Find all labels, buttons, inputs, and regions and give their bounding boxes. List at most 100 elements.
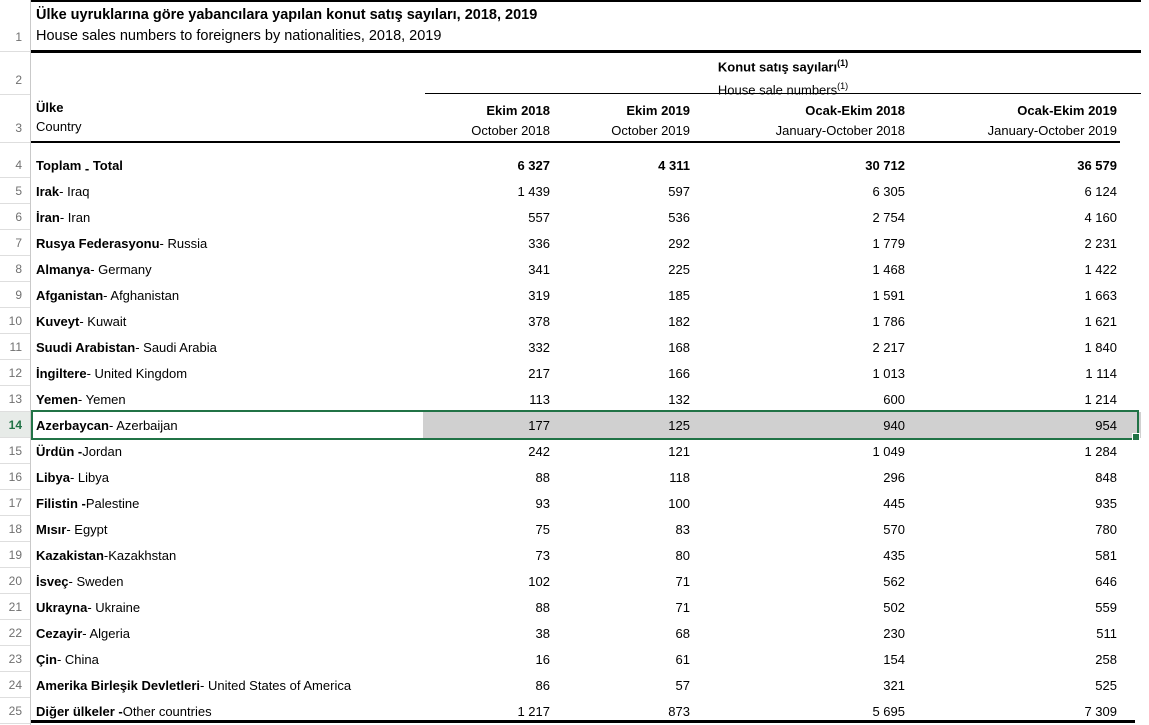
value-cell[interactable]: 88 <box>535 599 550 615</box>
value-cell[interactable]: 557 <box>528 209 550 225</box>
country-cell[interactable]: Irak - Iraq <box>36 183 90 199</box>
value-cell[interactable]: 4 311 <box>658 157 690 173</box>
value-cell[interactable]: 341 <box>528 261 550 277</box>
value-cell[interactable]: 1 013 <box>872 365 905 381</box>
value-cell[interactable]: 185 <box>668 287 690 303</box>
value-cell[interactable]: 113 <box>529 391 550 407</box>
column-header-janoct2018[interactable]: Ocak-Ekim 2018 January-October 2018 <box>700 101 915 141</box>
value-cell[interactable]: 2 217 <box>872 339 905 355</box>
value-cell[interactable]: 321 <box>883 677 905 693</box>
value-cell[interactable]: 182 <box>668 313 690 329</box>
value-cell[interactable]: 217 <box>528 365 550 381</box>
country-cell[interactable]: Afganistan - Afghanistan <box>36 287 180 303</box>
value-cell[interactable]: 71 <box>675 599 690 615</box>
value-cell[interactable]: 1 049 <box>872 443 905 459</box>
value-cell[interactable]: 242 <box>528 443 550 459</box>
row-number[interactable]: 7 <box>0 230 30 256</box>
value-cell[interactable]: 646 <box>1095 573 1117 589</box>
value-cell[interactable]: 1 284 <box>1084 443 1117 459</box>
value-cell[interactable]: 88 <box>535 469 550 485</box>
value-cell[interactable]: 378 <box>528 313 550 329</box>
country-cell[interactable]: Diğer ülkeler - Other countries <box>36 703 212 719</box>
value-cell[interactable]: 83 <box>675 521 690 537</box>
country-cell[interactable]: Yemen - Yemen <box>36 391 126 407</box>
value-cell[interactable]: 57 <box>675 677 690 693</box>
column-header-oct2018[interactable]: Ekim 2018 October 2018 <box>423 101 560 141</box>
value-cell[interactable]: 80 <box>675 547 690 563</box>
value-cell[interactable]: 559 <box>1095 599 1117 615</box>
value-cell[interactable]: 502 <box>883 599 905 615</box>
country-column-header[interactable]: Ülke Country <box>36 98 82 136</box>
value-cell[interactable]: 68 <box>675 625 690 641</box>
row-number[interactable]: 14 <box>0 412 30 438</box>
value-cell[interactable]: 38 <box>535 625 550 641</box>
value-cell[interactable]: 6 124 <box>1084 183 1117 199</box>
value-cell[interactable]: 168 <box>668 339 690 355</box>
value-cell[interactable]: 86 <box>535 677 550 693</box>
value-cell[interactable]: 16 <box>535 651 550 667</box>
country-cell[interactable]: Ukrayna - Ukraine <box>36 599 141 615</box>
value-cell[interactable]: 118 <box>669 469 690 485</box>
value-cell[interactable]: 2 231 <box>1084 235 1117 251</box>
country-cell[interactable]: Filistin - Palestine <box>36 495 140 511</box>
value-cell[interactable]: 177 <box>423 412 560 438</box>
value-cell[interactable]: 125 <box>560 412 700 438</box>
row-number[interactable]: 10 <box>0 308 30 334</box>
country-cell[interactable]: Almanya - Germany <box>36 261 152 277</box>
value-cell[interactable]: 30 712 <box>865 157 905 173</box>
value-cell[interactable]: 1 217 <box>517 703 550 719</box>
value-cell[interactable]: 36 579 <box>1077 157 1117 173</box>
row-number[interactable]: 1 <box>0 0 30 52</box>
value-cell[interactable]: 1 468 <box>872 261 905 277</box>
value-cell[interactable]: 1 214 <box>1084 391 1117 407</box>
value-cell[interactable]: 940 <box>700 412 915 438</box>
row-number[interactable]: 24 <box>0 672 30 698</box>
value-cell[interactable]: 336 <box>528 235 550 251</box>
value-cell[interactable]: 166 <box>668 365 690 381</box>
value-cell[interactable]: 600 <box>883 391 905 407</box>
row-number[interactable]: 22 <box>0 620 30 646</box>
row-number[interactable]: 9 <box>0 282 30 308</box>
value-cell[interactable]: 873 <box>668 703 690 719</box>
value-cell[interactable]: 597 <box>668 183 690 199</box>
country-cell[interactable]: Çin - China <box>36 651 99 667</box>
country-cell[interactable]: İran - Iran <box>36 209 91 225</box>
value-cell[interactable]: 71 <box>675 573 690 589</box>
value-cell[interactable]: 1 621 <box>1084 313 1117 329</box>
value-cell[interactable]: 581 <box>1095 547 1117 563</box>
value-cell[interactable]: 121 <box>668 443 690 459</box>
value-cell[interactable]: 102 <box>528 573 550 589</box>
country-cell[interactable]: Mısır - Egypt <box>36 521 108 537</box>
group-header-cell[interactable]: Konut satış sayıları(1) House sale numbe… <box>425 54 1141 101</box>
row-number[interactable]: 18 <box>0 516 30 542</box>
value-cell[interactable]: 1 591 <box>872 287 905 303</box>
row-number[interactable]: 4 <box>0 143 30 178</box>
country-cell[interactable]: Toplam - Total <box>36 157 123 176</box>
value-cell[interactable]: 5 695 <box>872 703 905 719</box>
value-cell[interactable]: 154 <box>883 651 905 667</box>
value-cell[interactable]: 296 <box>883 469 905 485</box>
row-number[interactable]: 2 <box>0 52 30 95</box>
value-cell[interactable]: 225 <box>668 261 690 277</box>
value-cell[interactable]: 1 439 <box>517 183 550 199</box>
value-cell[interactable]: 100 <box>668 495 690 511</box>
value-cell[interactable]: 230 <box>883 625 905 641</box>
value-cell[interactable]: 7 309 <box>1084 703 1117 719</box>
value-cell[interactable]: 1 663 <box>1084 287 1117 303</box>
country-cell[interactable]: Amerika Birleşik Devletleri - United Sta… <box>36 677 352 693</box>
column-header-janoct2019[interactable]: Ocak-Ekim 2019 January-October 2019 <box>915 101 1141 141</box>
value-cell[interactable]: 848 <box>1095 469 1117 485</box>
row-number[interactable]: 25 <box>0 698 30 724</box>
value-cell[interactable]: 562 <box>883 573 905 589</box>
row-number[interactable]: 8 <box>0 256 30 282</box>
value-cell[interactable]: 445 <box>883 495 905 511</box>
country-cell[interactable]: İsveç - Sweden <box>36 573 124 589</box>
country-cell[interactable]: Cezayir - Algeria <box>36 625 130 641</box>
value-cell[interactable]: 1 840 <box>1084 339 1117 355</box>
country-cell[interactable]: Kazakistan -Kazakhstan <box>36 547 177 563</box>
value-cell[interactable]: 73 <box>535 547 550 563</box>
value-cell[interactable]: 6 305 <box>872 183 905 199</box>
row-number[interactable]: 21 <box>0 594 30 620</box>
country-cell[interactable]: Azerbaycan - Azerbaijan <box>36 417 178 433</box>
value-cell[interactable]: 1 114 <box>1085 365 1117 381</box>
